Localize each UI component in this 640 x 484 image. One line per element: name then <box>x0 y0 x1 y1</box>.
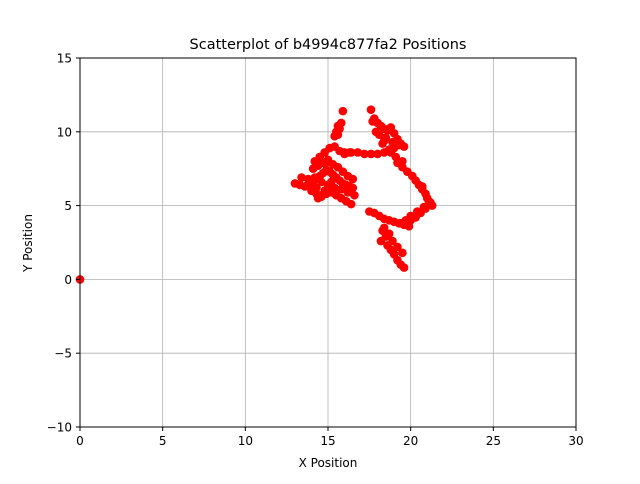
data-point <box>312 183 321 193</box>
x-tick-label: 5 <box>159 434 167 448</box>
data-point <box>426 198 435 207</box>
data-point <box>333 121 343 131</box>
x-tick-label: 30 <box>568 434 583 448</box>
x-tick-label: 15 <box>320 434 335 448</box>
y-tick-label: 5 <box>64 199 72 213</box>
data-point <box>404 221 414 231</box>
x-tick-label: 20 <box>403 434 418 448</box>
data-point <box>340 148 349 157</box>
data-point <box>366 105 376 114</box>
x-axis-label: X Position <box>299 456 358 470</box>
data-point <box>338 106 348 116</box>
x-tick-label: 25 <box>486 434 501 448</box>
chart-title: Scatterplot of b4994c877fa2 Positions <box>190 37 467 53</box>
data-point <box>297 173 306 182</box>
y-tick-label: 0 <box>64 273 72 287</box>
data-point <box>317 177 326 187</box>
data-point <box>348 174 358 184</box>
y-tick-label: 15 <box>57 52 72 66</box>
data-point <box>343 188 353 197</box>
data-point <box>322 158 331 168</box>
y-axis-label: Y Position <box>21 214 35 273</box>
data-point <box>336 185 346 194</box>
y-tick-label: −10 <box>47 421 72 435</box>
data-point <box>399 263 409 272</box>
data-point <box>373 149 382 159</box>
data-point <box>389 143 399 153</box>
data-point <box>393 242 402 252</box>
data-point <box>346 148 356 157</box>
data-point <box>366 149 376 159</box>
data-point <box>379 223 389 233</box>
data-point <box>421 204 430 213</box>
x-tick-label: 10 <box>238 434 253 448</box>
y-tick-label: 10 <box>57 125 72 139</box>
y-tick-label: −5 <box>54 347 72 361</box>
data-point <box>330 131 339 141</box>
x-tick-label: 0 <box>76 434 84 448</box>
data-point <box>327 177 336 187</box>
data-point <box>346 199 356 209</box>
data-point <box>350 190 359 200</box>
data-point <box>398 248 407 258</box>
data-point <box>303 174 313 184</box>
data-points <box>75 105 437 284</box>
data-point <box>368 117 377 126</box>
data-point <box>417 182 427 191</box>
data-point <box>310 173 320 182</box>
data-point <box>379 136 389 145</box>
data-point <box>371 127 381 137</box>
data-point <box>360 149 369 159</box>
x-axis-ticks: 0 5 10 15 20 25 30 <box>76 427 584 448</box>
data-point <box>384 229 394 238</box>
y-axis-ticks: −10 −5 0 5 10 15 <box>47 52 80 435</box>
data-point <box>353 148 363 157</box>
